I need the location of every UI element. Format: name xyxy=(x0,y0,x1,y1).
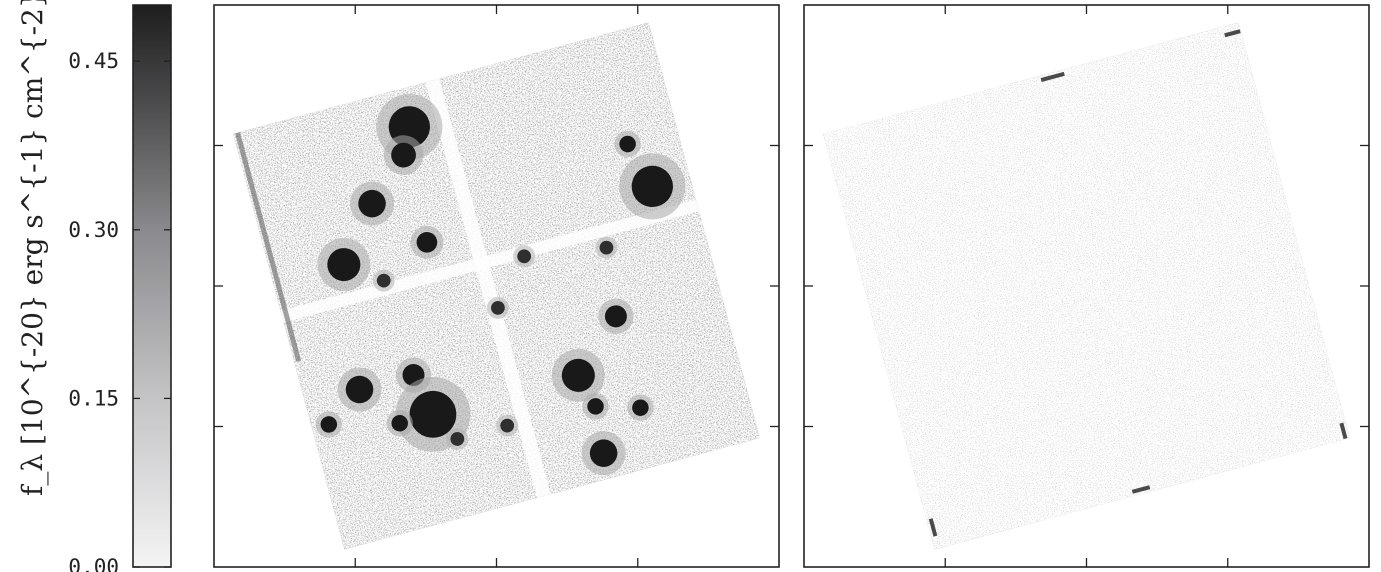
colorbar: 0.00 0.15 0.30 0.45 xyxy=(68,4,172,572)
source xyxy=(376,273,391,288)
left-panel xyxy=(213,4,780,568)
source xyxy=(587,398,604,415)
field-footprint xyxy=(823,22,1350,550)
colorbar-fill xyxy=(133,5,171,567)
colorbar-label: f_λ [10^{-20} erg s^{-1} cm^{-2} Å^{-1}] xyxy=(16,0,60,496)
source xyxy=(409,390,457,438)
detector-gap xyxy=(280,199,700,323)
edge-stripe xyxy=(235,132,302,362)
field-footprint xyxy=(233,22,760,550)
source xyxy=(391,414,408,432)
colorbar-tick-label: 0.45 xyxy=(68,49,119,73)
left-panel-ticks xyxy=(214,5,779,567)
source xyxy=(604,305,627,328)
colorbar-tick-label: 0.30 xyxy=(68,218,119,242)
left-field xyxy=(233,22,760,550)
source xyxy=(358,189,386,218)
edge-artifact xyxy=(1339,422,1348,440)
detector-gap xyxy=(425,78,551,498)
colorbar-tick-label: 0.15 xyxy=(68,386,119,410)
right-panel-ticks xyxy=(804,5,1369,567)
edge-artifact xyxy=(1224,29,1241,38)
source xyxy=(391,142,416,168)
edge-artifact xyxy=(928,518,938,537)
source xyxy=(345,375,374,404)
colorbar-frame xyxy=(132,4,172,568)
source xyxy=(450,432,465,446)
colorbar-tick-label: 0.00 xyxy=(68,555,119,572)
edge-artifact xyxy=(1040,71,1065,82)
source xyxy=(500,418,515,433)
source xyxy=(561,358,595,392)
colorbar-label-text: f_λ [10^{-20} erg s^{-1} cm^{-2} Å^{-1}] xyxy=(16,0,49,496)
source xyxy=(416,231,438,253)
source xyxy=(320,416,338,433)
colorbar-ticks: 0.00 0.15 0.30 0.45 xyxy=(68,49,171,572)
noise-texture xyxy=(233,22,760,550)
source xyxy=(491,301,505,315)
source xyxy=(619,135,636,153)
source xyxy=(631,165,673,208)
source xyxy=(589,439,618,467)
source xyxy=(599,240,614,255)
source xyxy=(327,248,361,282)
right-panel xyxy=(803,4,1370,568)
source xyxy=(517,249,532,264)
source xyxy=(632,399,649,416)
edge-artifact xyxy=(1131,485,1151,494)
noise-texture xyxy=(823,22,1350,550)
right-field xyxy=(823,22,1350,550)
